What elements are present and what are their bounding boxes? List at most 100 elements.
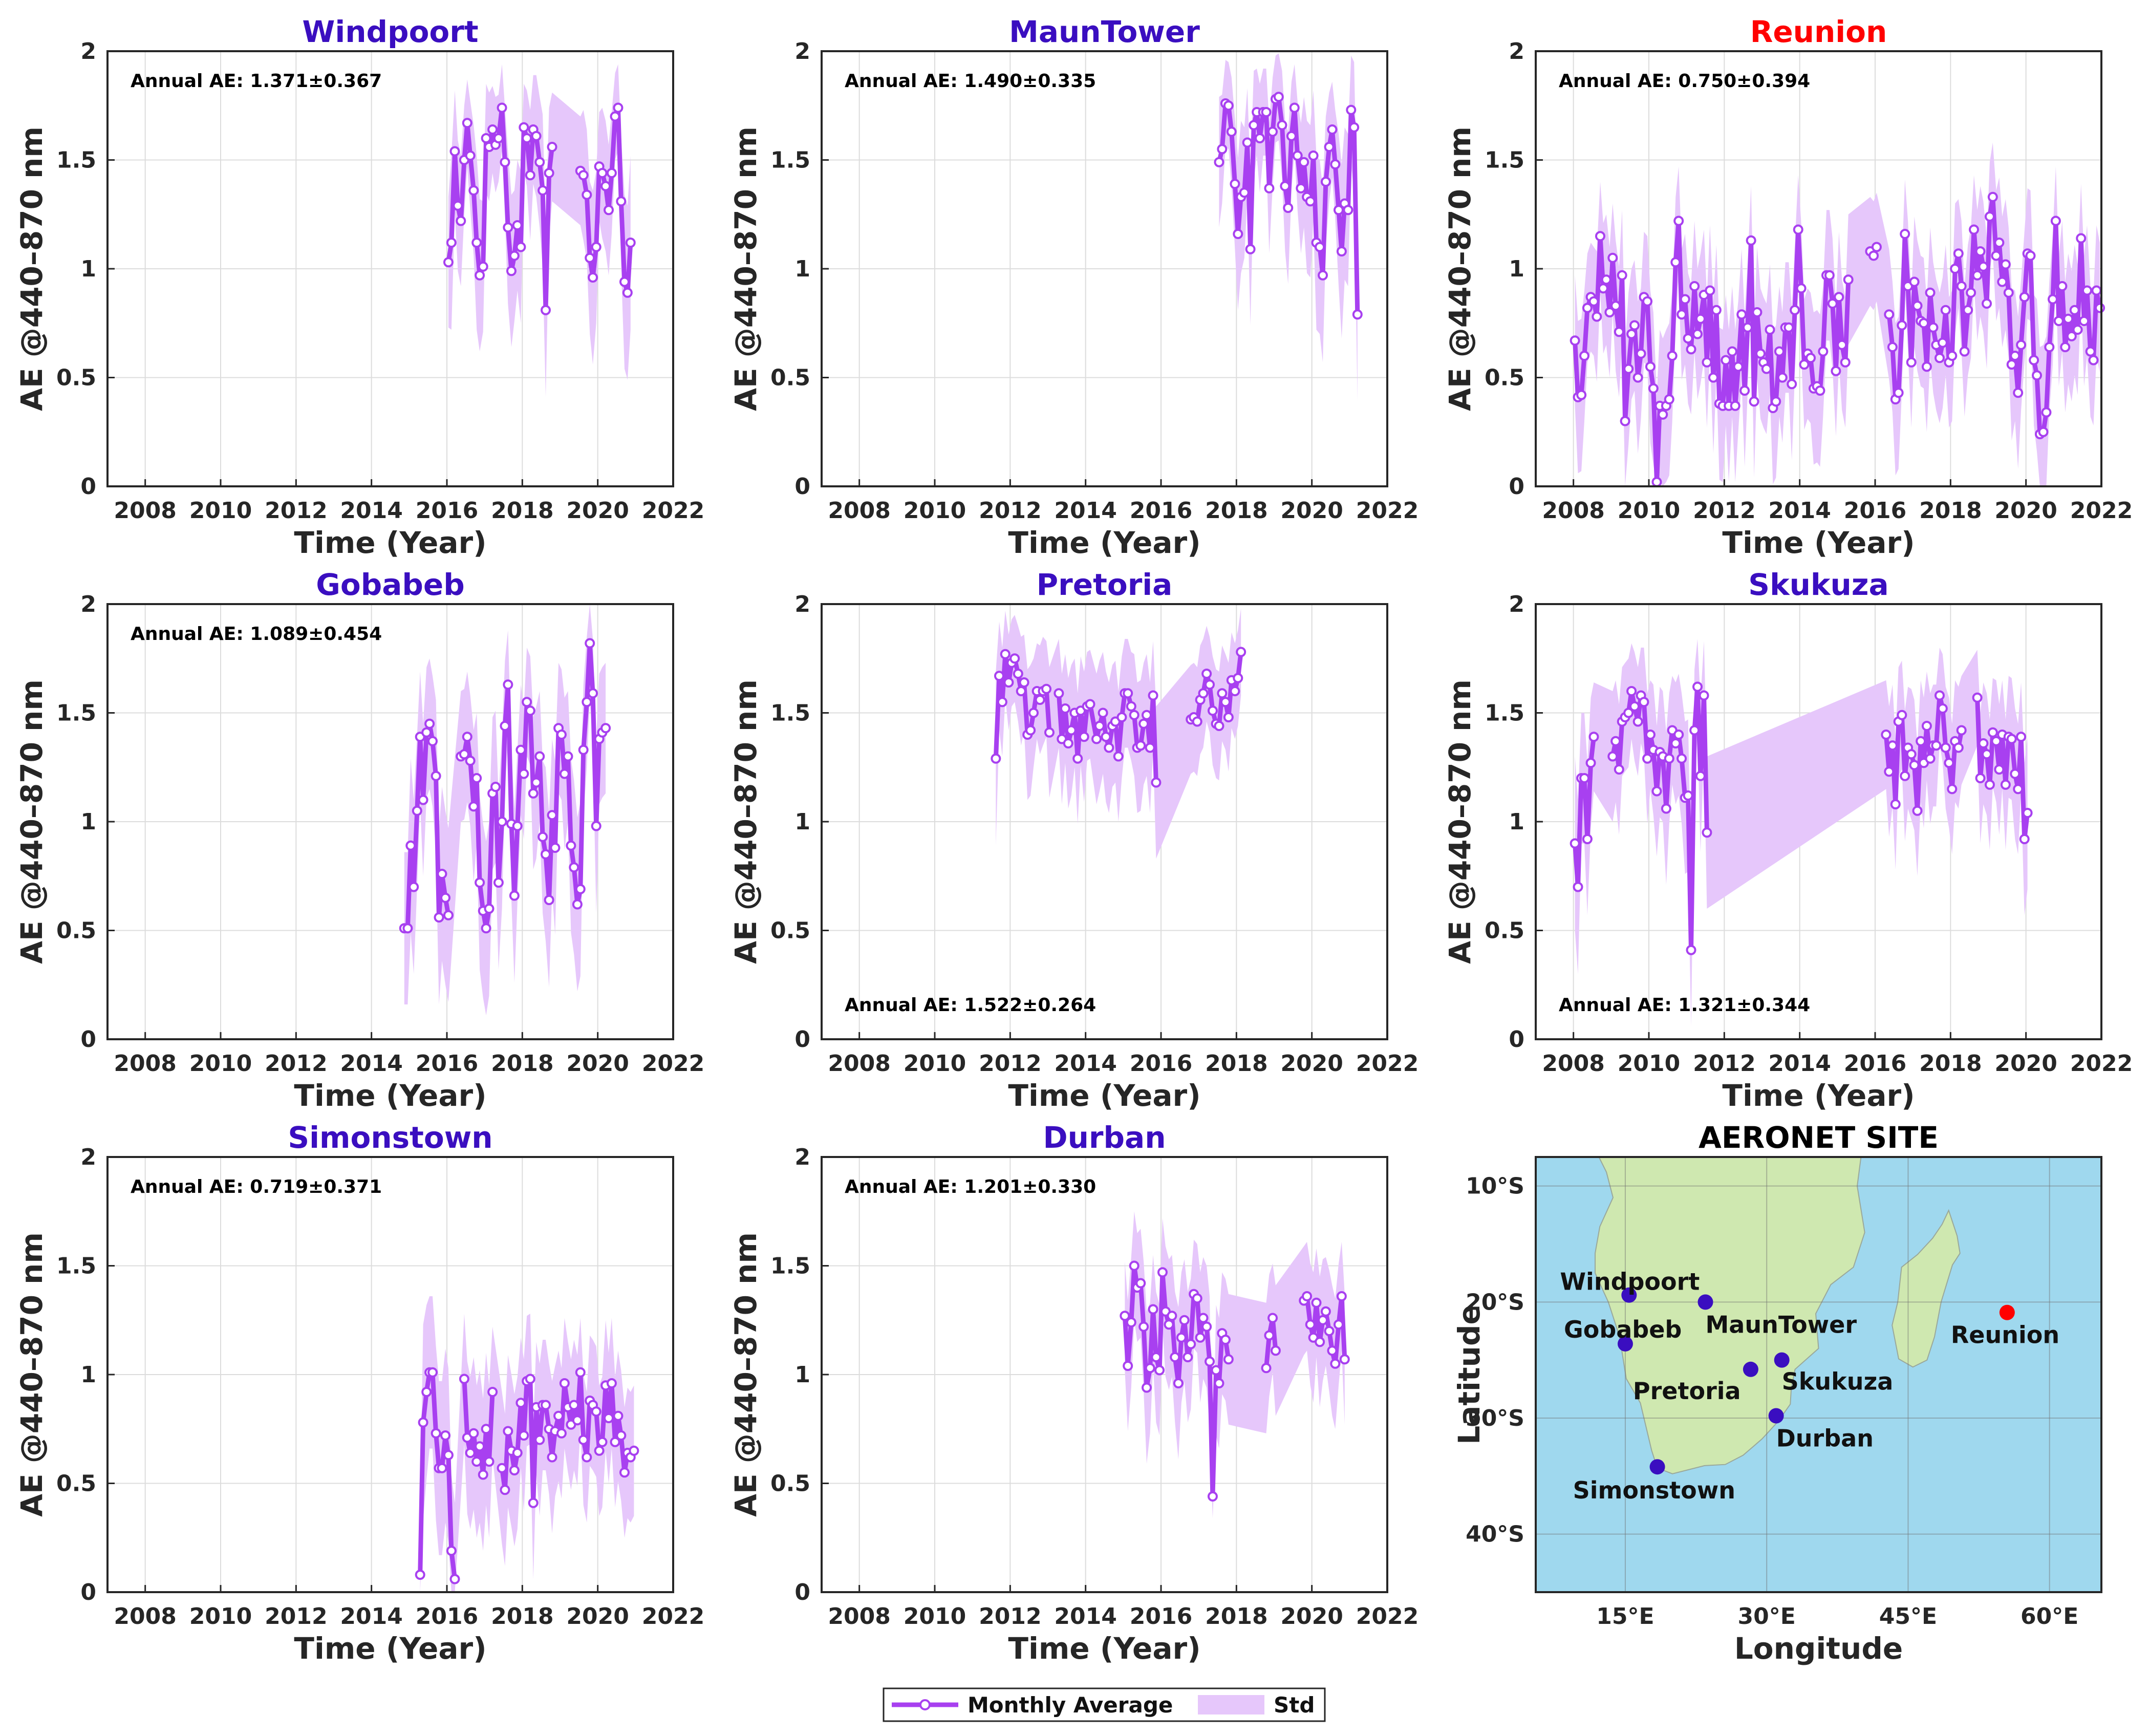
y-tick-label: 1.5 <box>770 147 810 174</box>
data-point <box>538 831 548 842</box>
data-point <box>484 1456 495 1467</box>
data-point <box>1919 318 1929 329</box>
data-point <box>515 1398 526 1408</box>
data-point <box>1702 357 1712 368</box>
data-point <box>1956 281 1967 291</box>
y-tick-label: 1 <box>794 809 810 835</box>
data-point <box>1601 274 1611 285</box>
data-point <box>1620 416 1630 426</box>
data-point <box>1205 679 1215 690</box>
data-point <box>1315 242 1325 252</box>
data-point <box>1230 179 1240 189</box>
data-point <box>453 200 463 211</box>
x-tick-label: 2020 <box>1280 1603 1343 1630</box>
x-tick-label: 2008 <box>1542 1051 1604 1077</box>
data-point <box>449 146 460 157</box>
data-point <box>1123 688 1133 699</box>
data-point <box>1991 250 2002 261</box>
y-tick-label: 0.5 <box>1485 918 1524 944</box>
data-point <box>544 895 554 905</box>
data-point <box>481 1424 491 1434</box>
data-point <box>1818 346 1829 357</box>
x-tick-label: 2018 <box>1919 498 1982 524</box>
data-point <box>462 118 472 128</box>
data-point <box>512 821 523 831</box>
data-point <box>2016 339 2027 350</box>
data-point <box>512 220 523 230</box>
data-point <box>1041 683 1052 694</box>
data-point <box>556 1428 567 1439</box>
data-point <box>2019 292 2030 303</box>
data-point <box>405 840 416 851</box>
x-tick-label: 2020 <box>566 1051 629 1077</box>
data-point <box>478 1469 488 1480</box>
data-point <box>2047 294 2058 305</box>
data-point <box>585 638 595 649</box>
data-point <box>1683 333 1693 344</box>
data-point <box>1273 92 1284 102</box>
data-point <box>1667 351 1678 361</box>
data-point <box>559 1378 570 1388</box>
data-point <box>1186 1339 1196 1349</box>
data-point <box>471 773 482 783</box>
data-point <box>1009 653 1020 664</box>
data-point <box>1173 1378 1184 1388</box>
data-point <box>591 1406 601 1417</box>
data-point <box>1035 695 1045 705</box>
data-point <box>440 1430 451 1441</box>
legend-monthly-label: Monthly Average <box>968 1692 1173 1718</box>
y-tick-label: 0 <box>1509 1026 1524 1053</box>
data-point <box>1138 1321 1149 1332</box>
data-point <box>1881 730 1892 740</box>
data-point <box>582 697 592 708</box>
lat-tick-label: 20°S <box>1466 1289 1524 1315</box>
site-marker <box>1649 1459 1665 1475</box>
data-point <box>1743 322 1753 333</box>
data-point <box>1607 252 1618 263</box>
y-tick-label: 1 <box>794 256 810 282</box>
data-point <box>1104 742 1114 753</box>
map-x-axis-label: Longitude <box>1734 1631 1903 1666</box>
x-tick-label: 2020 <box>1994 498 2057 524</box>
x-tick-label: 2020 <box>566 498 629 524</box>
data-point <box>424 718 435 729</box>
x-tick-label: 2016 <box>1844 1051 1906 1077</box>
y-tick-label: 0 <box>80 474 96 500</box>
data-point <box>1145 1363 1155 1374</box>
data-point <box>1025 725 1036 736</box>
site-marker <box>1697 1294 1713 1310</box>
data-point <box>1123 1361 1133 1371</box>
data-point <box>1164 1319 1174 1330</box>
y-axis-label: AE @440–870 nm <box>1443 679 1477 964</box>
data-point <box>1570 838 1580 849</box>
chart-panel-windpoort: 2008 2010 2012 2014 2016 2018 2020 2022 0 0.5 1 1.5… <box>14 14 704 560</box>
x-axis-label: Time (Year) <box>294 525 486 560</box>
data-point <box>1906 357 1917 368</box>
panel-title: Windpoort <box>302 14 478 49</box>
y-tick-label: 1 <box>80 1362 96 1388</box>
map-title: AERONET SITE <box>1699 1120 1939 1155</box>
data-point <box>409 882 419 892</box>
data-point <box>1617 270 1627 281</box>
data-point <box>1887 342 1898 352</box>
data-point <box>1063 738 1073 748</box>
data-point <box>2000 259 2011 270</box>
data-point <box>515 744 526 755</box>
data-point <box>2016 732 2027 742</box>
data-point <box>622 287 633 298</box>
x-axis-label: Time (Year) <box>294 1631 486 1666</box>
data-point <box>487 124 498 135</box>
data-point <box>506 266 517 276</box>
site-marker <box>1743 1361 1758 1377</box>
data-point <box>1211 1365 1221 1376</box>
data-point <box>1217 688 1228 699</box>
data-point <box>2069 305 2080 315</box>
x-tick-label: 2014 <box>340 1603 402 1630</box>
data-point <box>459 1374 469 1384</box>
data-point <box>2066 331 2077 341</box>
data-point <box>572 1415 583 1426</box>
chart-panel-skukuza: 2008 2010 2012 2014 2016 2018 2020 2022 0 0.5 1 1.5… <box>1443 567 2133 1113</box>
data-point <box>1579 351 1590 361</box>
data-point <box>1686 945 1696 955</box>
chart-panel-durban: 2008 2010 2012 2014 2016 2018 2020 2022 0 0.5 1 1.5… <box>728 1120 1419 1666</box>
